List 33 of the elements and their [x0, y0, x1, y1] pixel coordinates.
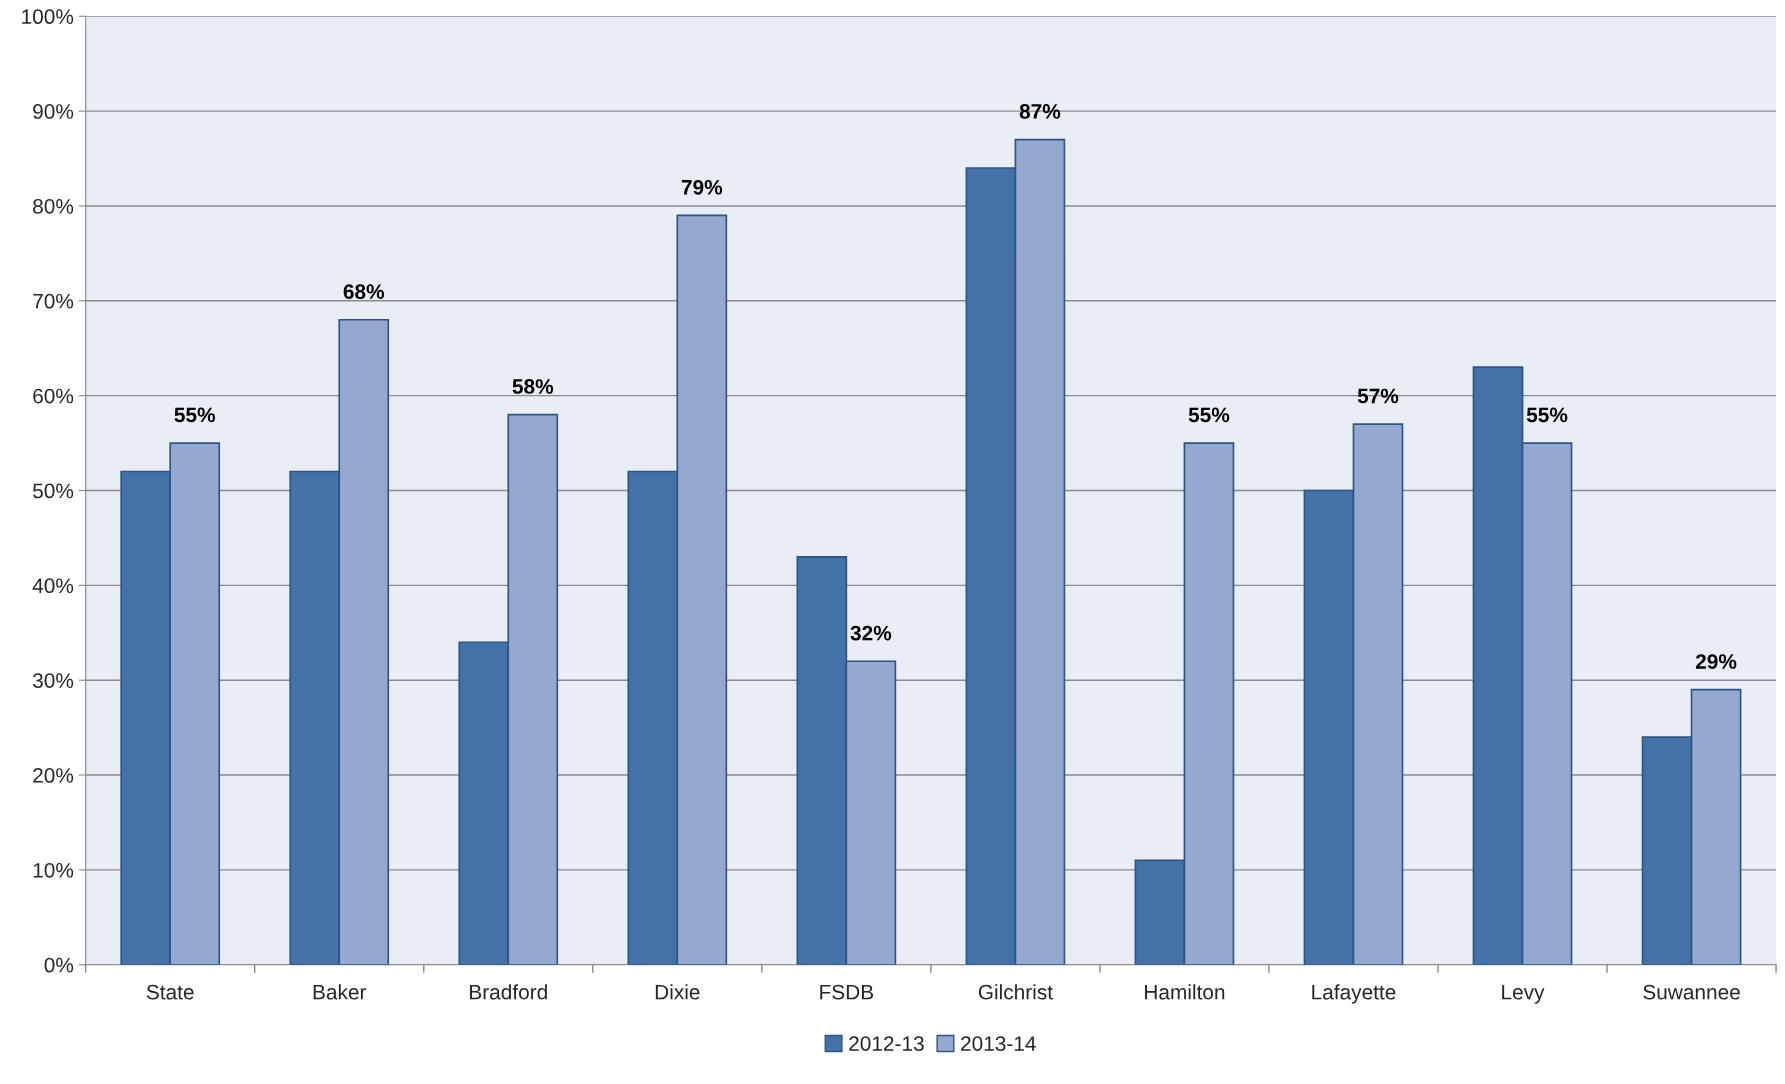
- data-label: 55%: [1526, 407, 1568, 423]
- y-tick-label: 50%: [33, 483, 74, 499]
- y-tick-label: 30%: [32, 673, 74, 688]
- data-label: 55%: [174, 407, 216, 423]
- data-label: 29%: [1695, 654, 1737, 669]
- data-label: 58%: [512, 379, 554, 394]
- y-tick-label: 60%: [33, 388, 74, 404]
- data-label: 87%: [1019, 104, 1061, 119]
- y-tick-label: 40%: [32, 578, 74, 594]
- data-label: 68%: [343, 284, 385, 299]
- y-tick-label: 10%: [33, 862, 74, 878]
- data-label: 55%: [1188, 407, 1230, 423]
- x-tick-label: Suwannee: [1643, 984, 1740, 1000]
- y-tick-label: 100%: [22, 9, 74, 25]
- data-label: 32%: [850, 625, 892, 641]
- x-tick-label: State: [146, 984, 194, 1000]
- x-tick-label: Lafayette: [1312, 984, 1396, 1004]
- x-tick-label: Dixie: [655, 984, 700, 1000]
- x-tick-label: Levy: [1502, 984, 1545, 1004]
- x-tick-label: Hamilton: [1145, 984, 1225, 1000]
- y-tick-label: 90%: [33, 104, 74, 119]
- legend-label: 2013-14: [961, 1036, 1036, 1051]
- data-label: 57%: [1357, 388, 1399, 404]
- y-tick-label: 80%: [33, 198, 74, 214]
- x-tick-label: Bradford: [470, 984, 547, 1000]
- x-tick-label: Baker: [313, 984, 367, 1000]
- y-tick-label: 20%: [33, 768, 74, 783]
- data-label: 79%: [681, 179, 723, 195]
- y-tick-label: 70%: [33, 293, 74, 309]
- legend-label: 2012-13: [849, 1036, 924, 1051]
- x-tick-label: Gilchrist: [978, 984, 1053, 1000]
- y-tick-label: 0%: [44, 957, 74, 973]
- x-tick-label: FSDB: [820, 984, 874, 1000]
